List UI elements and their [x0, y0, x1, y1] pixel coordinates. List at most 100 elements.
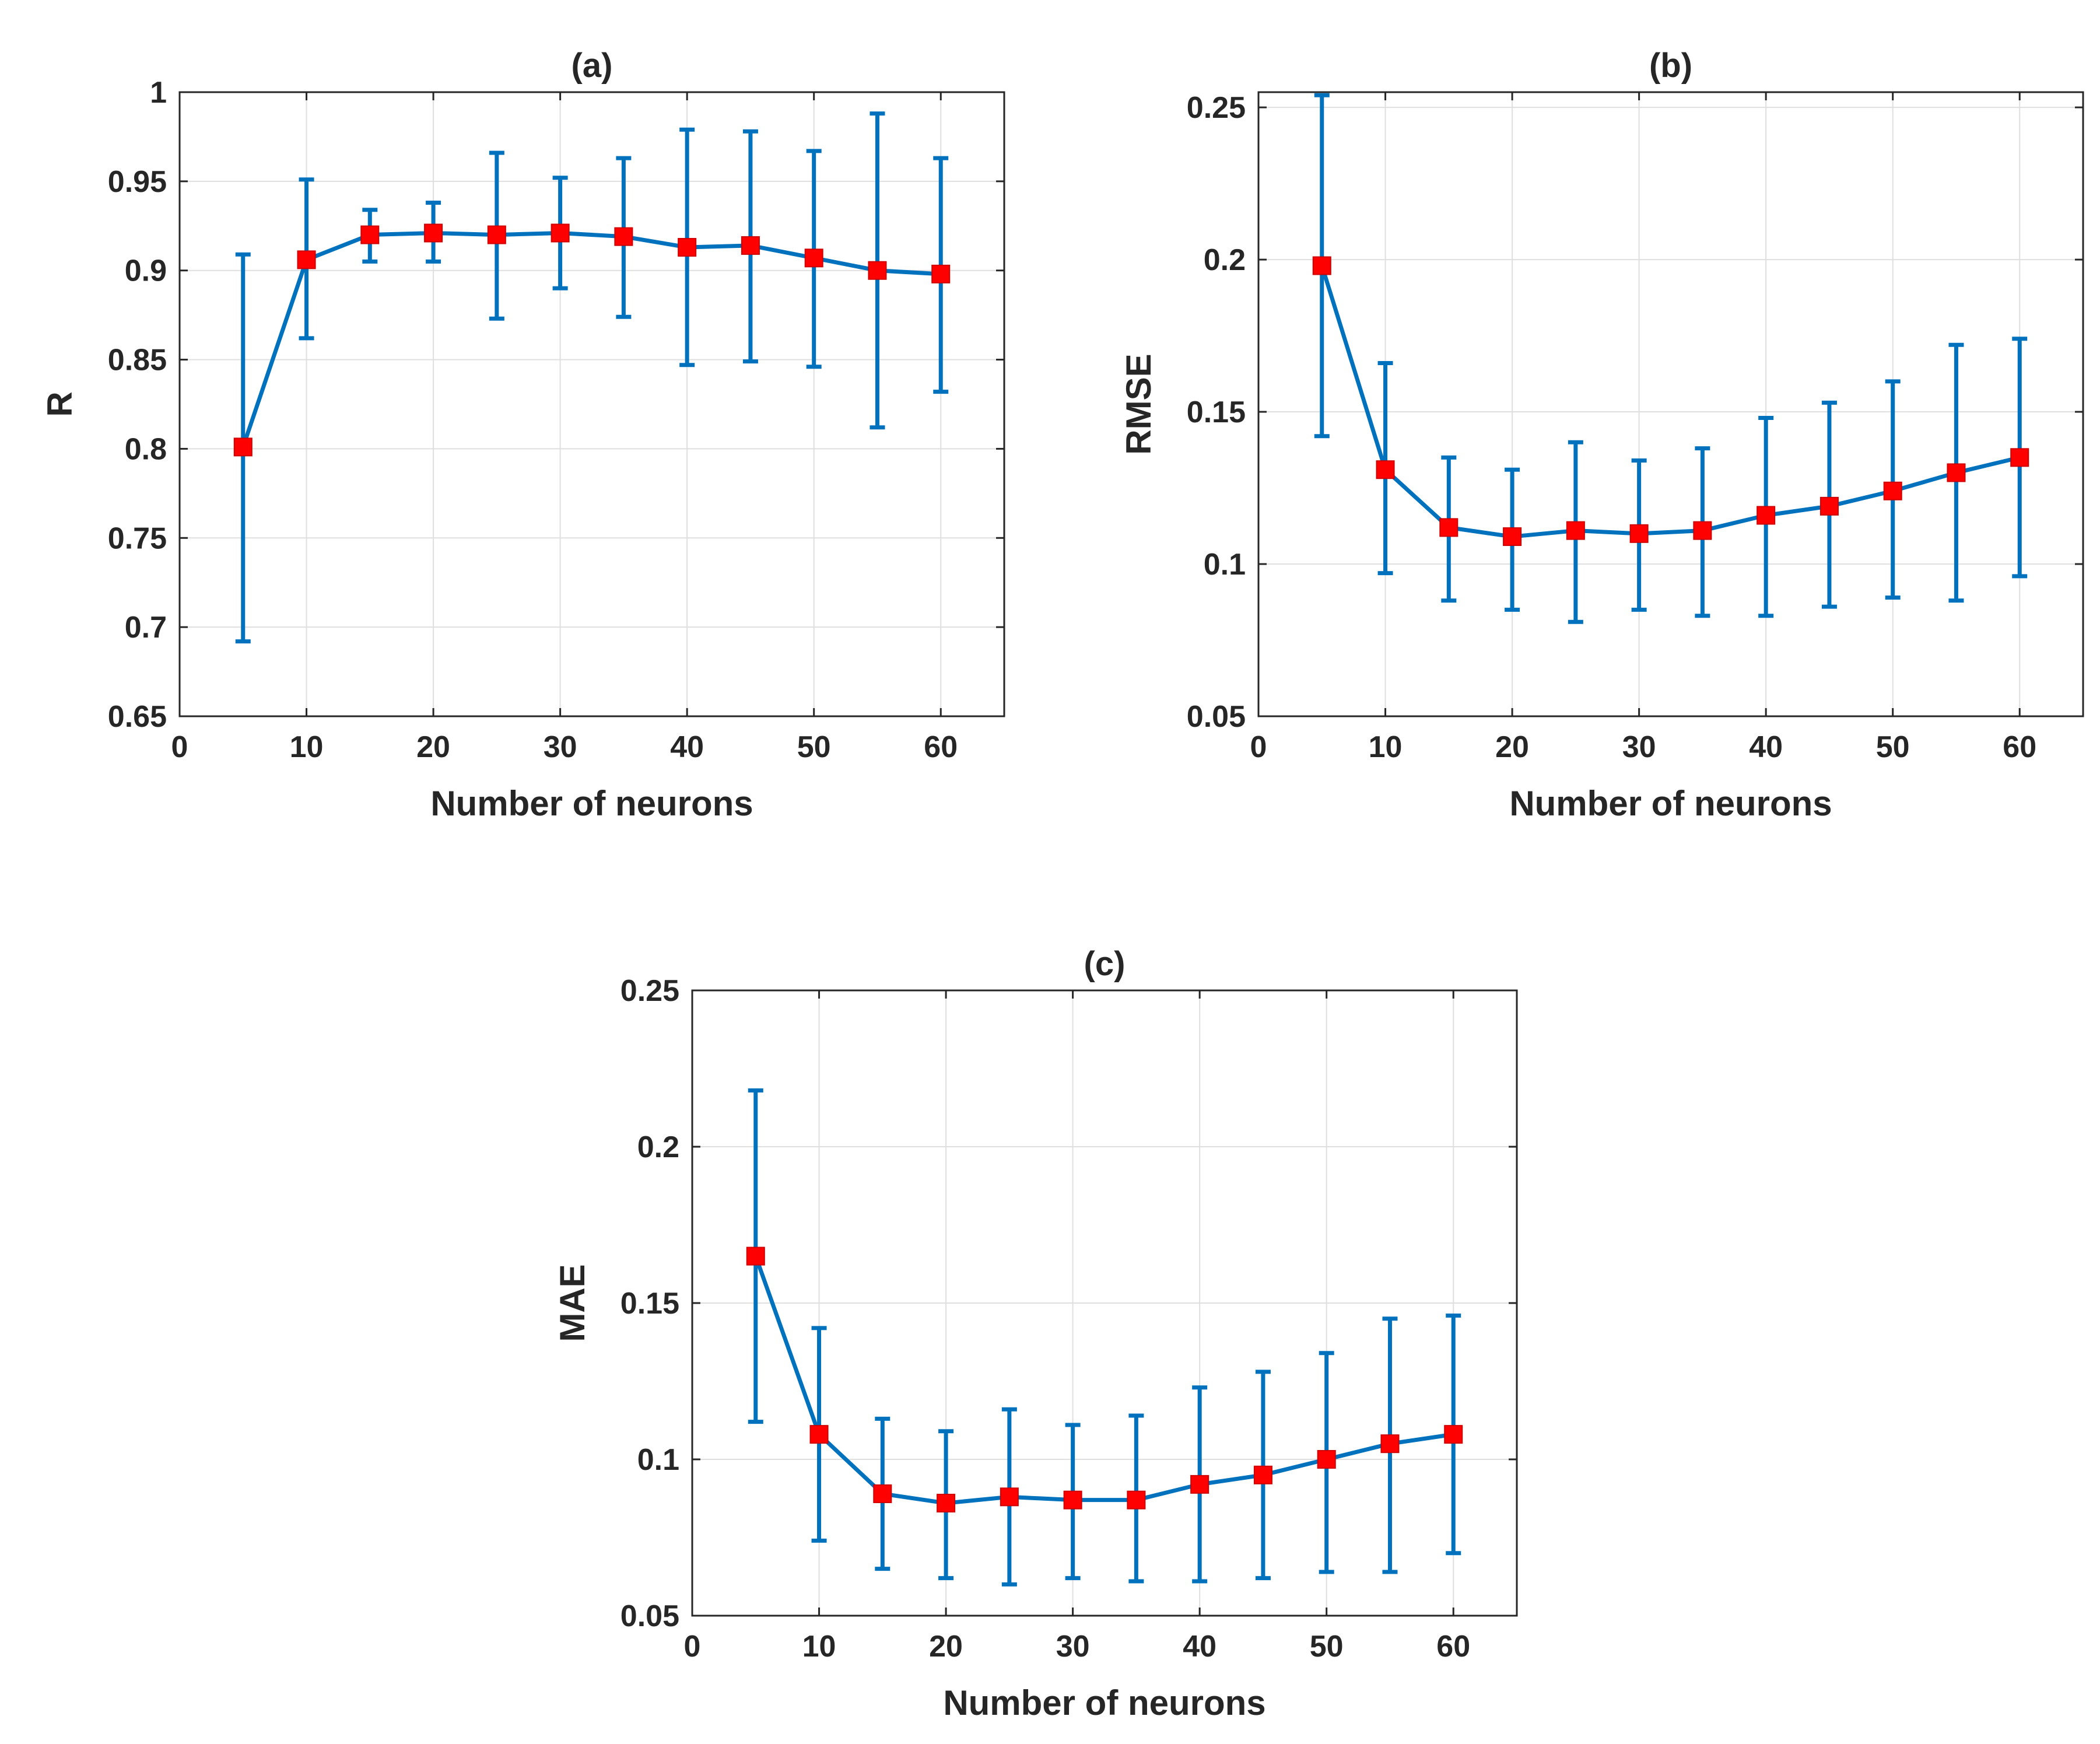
series-line — [753, 1255, 1454, 1505]
series-line — [1320, 265, 2021, 539]
x-tick-label: 0 — [171, 730, 188, 764]
markers — [746, 1246, 1463, 1513]
data-point — [1629, 524, 1649, 543]
panel-c: (c) Number of neurons MAE 0 10 20 30 40 50 600… — [553, 945, 1518, 1722]
y-tick-label: 0.25 — [620, 974, 679, 1008]
y-tick-label: 0.8 — [125, 432, 167, 466]
x-tick-label: 40 — [670, 730, 704, 764]
data-point — [746, 1246, 765, 1266]
data-point — [868, 261, 887, 280]
x-tick-label: 50 — [797, 730, 831, 764]
data-point — [487, 225, 506, 244]
data-point — [424, 223, 443, 243]
x-tick-label: 0 — [684, 1630, 701, 1664]
y-axis-label: MAE — [553, 1264, 592, 1342]
data-point — [678, 237, 697, 257]
panel-b: (b) Number of neurons RMSE 0 10 20 30 40 50 60… — [1119, 47, 2084, 823]
x-tick-label: 20 — [1495, 730, 1529, 764]
y-tick-label: 0.85 — [108, 344, 167, 377]
y-tick-label: 0.2 — [1204, 243, 1246, 277]
data-point — [873, 1484, 892, 1503]
axes-box — [178, 91, 1005, 717]
panel-title: (a) — [572, 47, 613, 85]
x-tick-label: 30 — [544, 730, 577, 764]
plot-area — [1258, 92, 2083, 716]
panel-a: (a) Number of neurons R 0 10 20 30 40 50 60 0.6… — [40, 47, 1005, 823]
data-point — [1317, 1450, 1336, 1469]
data-point — [931, 264, 951, 283]
x-tick-label: 10 — [290, 730, 324, 764]
axes-box — [1257, 91, 2084, 717]
x-tick-label: 60 — [1436, 1630, 1470, 1664]
data-point — [1127, 1490, 1146, 1510]
x-axis-label: Number of neurons — [430, 784, 753, 823]
data-point — [1439, 518, 1459, 537]
markers — [233, 223, 951, 457]
data-point — [1757, 506, 1776, 525]
error-bars — [748, 1088, 1461, 1587]
y-tick-label: 0.25 — [1187, 91, 1246, 125]
data-point — [1819, 496, 1839, 516]
x-tick-label: 10 — [802, 1630, 836, 1664]
plot-area — [180, 92, 1004, 716]
data-point — [1063, 1490, 1082, 1510]
data-point — [1376, 460, 1395, 479]
x-tick-label: 0 — [1250, 730, 1267, 764]
y-tick-label: 0.95 — [108, 165, 167, 199]
y-tick-label: 0.15 — [620, 1287, 679, 1321]
y-tick-label: 0.05 — [1187, 700, 1246, 734]
data-point — [2010, 448, 2029, 467]
data-point — [551, 223, 570, 243]
y-tick-label: 0.7 — [125, 611, 167, 645]
y-tick-label: 1 — [150, 76, 167, 110]
ticks: 0 10 20 30 40 50 60 0.05 0.1 0.15 0.2 0.25 — [1187, 91, 2083, 764]
x-tick-label: 30 — [1056, 1630, 1090, 1664]
y-tick-label: 0.2 — [637, 1130, 679, 1164]
data-point — [297, 250, 316, 269]
x-axis-label: Number of neurons — [943, 1683, 1265, 1722]
y-tick-label: 0.1 — [1204, 548, 1246, 582]
data-point — [1503, 527, 1522, 547]
y-axis-label: R — [40, 391, 79, 416]
panel-title: (b) — [1649, 47, 1692, 85]
data-point — [1566, 521, 1585, 540]
ticks: 0 10 20 30 40 50 60 0.05 0.1 0.15 0.2 0.25 — [620, 974, 1517, 1664]
data-point — [1693, 521, 1712, 540]
data-point — [1253, 1465, 1272, 1484]
x-tick-label: 40 — [1183, 1630, 1216, 1664]
x-tick-label: 30 — [1622, 730, 1656, 764]
data-point — [741, 236, 760, 255]
x-tick-label: 20 — [929, 1630, 963, 1664]
data-point — [1883, 481, 1902, 500]
data-point — [1190, 1475, 1209, 1494]
data-point — [1444, 1425, 1463, 1444]
x-tick-label: 40 — [1749, 730, 1783, 764]
data-point — [937, 1494, 956, 1513]
markers — [1312, 256, 2029, 547]
x-tick-label: 60 — [2003, 730, 2036, 764]
data-point — [233, 437, 253, 457]
y-tick-label: 0.9 — [125, 254, 167, 288]
y-tick-label: 0.05 — [620, 1599, 679, 1633]
y-tick-label: 0.15 — [1187, 395, 1246, 429]
x-tick-label: 60 — [924, 730, 958, 764]
data-point — [1380, 1434, 1400, 1454]
ticks: 0 10 20 30 40 50 60 0.65 0.7 0.75 0.8 0.85 0.9 0.95 1 — [108, 76, 1004, 764]
data-point — [614, 227, 633, 246]
x-tick-label: 50 — [1310, 1630, 1344, 1664]
x-tick-label: 20 — [416, 730, 450, 764]
data-point — [1312, 256, 1331, 275]
y-axis-label: RMSE — [1119, 353, 1158, 454]
panel-title: (c) — [1084, 945, 1126, 983]
data-point — [1000, 1487, 1019, 1507]
data-point — [1947, 463, 1966, 482]
data-point — [360, 225, 380, 244]
x-axis-label: Number of neurons — [1509, 784, 1832, 823]
y-tick-label: 0.75 — [108, 521, 167, 555]
data-point — [809, 1425, 829, 1444]
y-tick-label: 0.1 — [637, 1443, 679, 1477]
data-point — [804, 248, 823, 268]
series-line — [241, 231, 941, 448]
x-tick-label: 10 — [1369, 730, 1403, 764]
